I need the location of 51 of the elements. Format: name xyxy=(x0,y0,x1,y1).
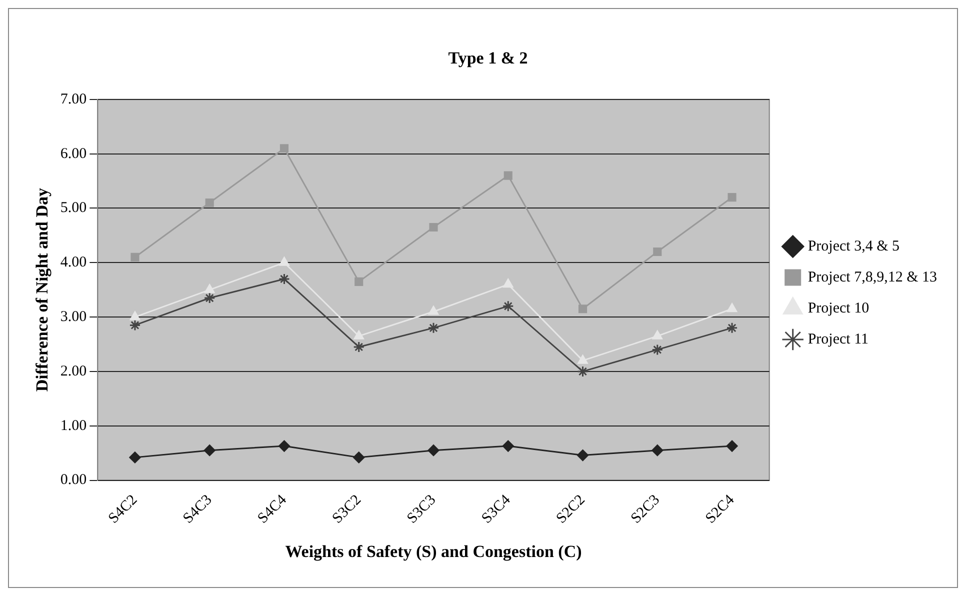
point xyxy=(726,303,738,312)
point xyxy=(728,193,736,202)
legend-label: Project 3,4 & 5 xyxy=(808,238,900,254)
legend-label: Project 7,8,9,12 & 13 xyxy=(808,269,937,286)
point xyxy=(577,366,589,378)
legend-label: Project 10 xyxy=(808,300,870,316)
point xyxy=(129,452,141,464)
point xyxy=(726,440,738,452)
y-tick-label: 1.00 xyxy=(60,418,87,434)
legend-label: Project 11 xyxy=(808,331,869,348)
point xyxy=(653,247,662,256)
point xyxy=(503,278,514,288)
point xyxy=(278,273,290,285)
point xyxy=(502,440,514,452)
y-axis-title: Difference of Night and Day xyxy=(32,188,52,392)
point xyxy=(429,222,438,232)
point xyxy=(652,330,662,340)
point xyxy=(204,292,216,304)
point xyxy=(726,322,738,334)
y-tick-label: 0.00 xyxy=(60,472,87,488)
point xyxy=(504,171,512,180)
point xyxy=(353,341,365,353)
point xyxy=(130,252,140,262)
point xyxy=(428,322,440,334)
point xyxy=(354,277,364,286)
point xyxy=(279,256,290,266)
y-tick-label: 2.00 xyxy=(60,363,87,380)
y-tick-label: 4.00 xyxy=(60,254,87,271)
point xyxy=(280,144,289,153)
point xyxy=(652,344,664,356)
point xyxy=(354,330,364,340)
point xyxy=(278,440,290,452)
y-tick-label: 5.00 xyxy=(60,200,87,216)
point xyxy=(428,444,440,456)
x-axis-title: Weights of Safety (S) and Congestion (C) xyxy=(285,542,582,562)
point xyxy=(129,319,141,331)
point xyxy=(205,198,214,208)
point xyxy=(652,444,664,456)
y-tick-label: 6.00 xyxy=(60,146,87,162)
chart-title: Type 1 & 2 xyxy=(448,48,528,68)
point xyxy=(577,450,589,462)
point xyxy=(502,300,514,312)
y-tick-label: 3.00 xyxy=(60,308,87,325)
point xyxy=(428,306,439,315)
y-tick-label: 7.00 xyxy=(60,91,87,108)
point xyxy=(204,444,216,456)
point xyxy=(204,284,215,294)
point xyxy=(353,452,365,464)
point xyxy=(130,311,140,320)
point xyxy=(578,304,588,314)
point xyxy=(578,354,588,364)
